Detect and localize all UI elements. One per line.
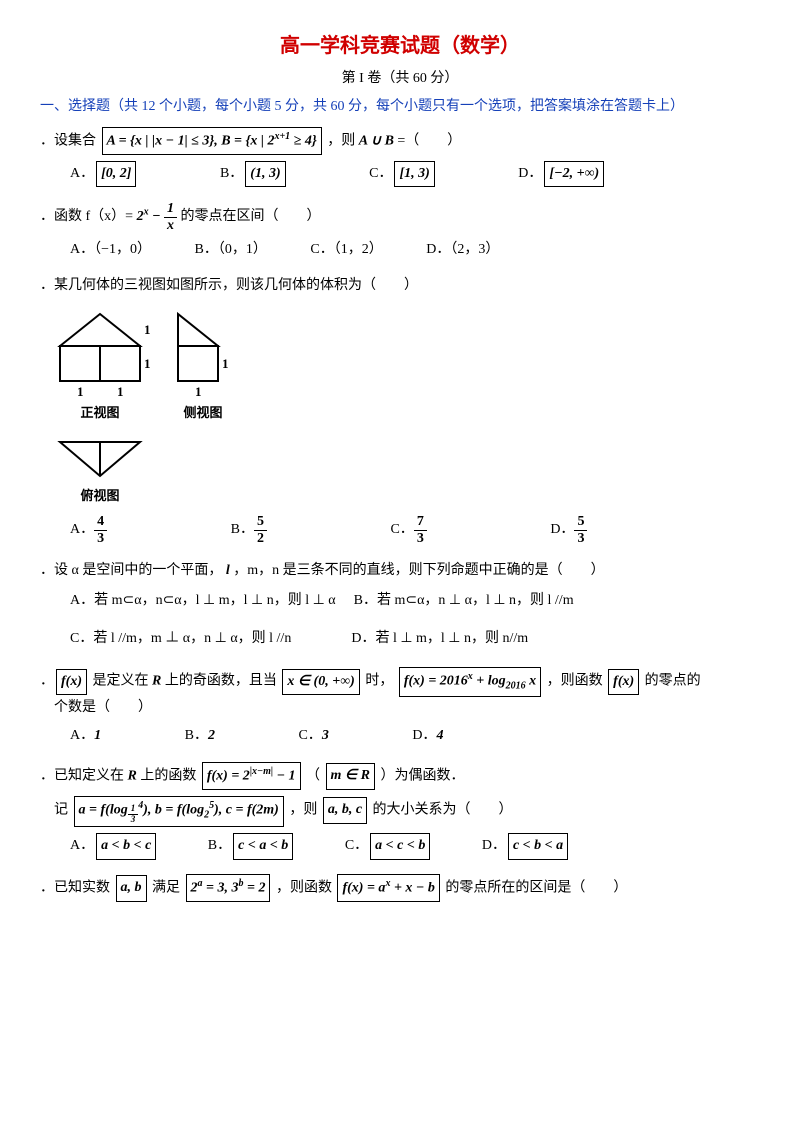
q2-post: 的零点在区间（ ） — [181, 209, 321, 224]
q6-options: A．a < b < c B．c < a < b C．a < c < b D．c … — [70, 833, 760, 859]
opt-c: C．a < c < b — [345, 833, 455, 859]
svg-text:1: 1 — [195, 384, 202, 399]
q1-options: A．[0, 2] B．(1, 3) C．[1, 3) D．[−2, +∞) — [70, 161, 760, 187]
q4-text2: ，m，n 是三条不同的直线，则下列命题中正确的是（ ） — [233, 563, 604, 578]
question-6b: 记 a = f(log134), b = f(log25), c = f(2m)… — [54, 796, 760, 828]
opt-d: D．（2，3） — [426, 239, 499, 261]
opt-d: D．53 — [550, 514, 667, 546]
opt-b: B．52 — [231, 514, 347, 546]
q1-union: A ∪ B — [359, 133, 394, 148]
opt-a: A．1 — [70, 725, 141, 747]
q4-text: ．设 α 是空间中的一个平面， — [40, 563, 222, 578]
q5-eq: f(x) = 2016x + log2016 x — [399, 667, 541, 696]
svg-text:1: 1 — [144, 356, 150, 371]
svg-text:1: 1 — [117, 384, 124, 399]
opt-b: B．（0，1） — [195, 239, 267, 261]
subtitle: 第 I 卷（共 60 分） — [40, 68, 760, 90]
q4-l: l — [226, 563, 230, 578]
top-view-label: 俯视图 — [50, 486, 150, 507]
opt-c: C．[1, 3) — [369, 161, 475, 187]
question-4: ．设 α 是空间中的一个平面， l ，m，n 是三条不同的直线，则下列命题中正确… — [40, 560, 760, 582]
q5-fx: f(x) — [56, 669, 87, 695]
svg-text:1: 1 — [144, 322, 150, 337]
opt-d: D．若 l ⊥ m，l ⊥ n，则 n//m — [351, 628, 528, 650]
q2-expr: 2x − 1x — [137, 209, 181, 224]
q2-pre: ．函数 f（x）= — [40, 209, 137, 224]
front-view-block: 1 1 1 1 正视图 — [50, 306, 150, 424]
page-title: 高一学科竞赛试题（数学） — [40, 30, 760, 62]
q1-pre: ．设集合 — [40, 133, 100, 148]
q7-fx: f(x) = ax + x − b — [337, 874, 439, 902]
opt-c: C．若 l //m，m ⊥ α，n ⊥ α，则 l //n — [70, 628, 291, 650]
opt-a: A．若 m⊂α，n⊂α，l ⊥ m，l ⊥ n，则 l ⊥ α — [70, 590, 336, 612]
side-view-block: 1 1 侧视图 — [168, 306, 238, 424]
q1-tail: =（ ） — [397, 133, 461, 148]
question-7: ．已知实数 a, b 满足 2a = 3, 3b = 2 ，则函数 f(x) =… — [40, 874, 760, 902]
opt-a: A．[0, 2] — [70, 161, 176, 187]
side-view-label: 侧视图 — [168, 403, 238, 424]
q3-options: A．43 B．52 C．73 D．53 — [70, 514, 760, 546]
q6-eq: f(x) = 2|x−m| − 1 — [202, 762, 301, 790]
question-5: ．f(x) 是定义在 R 上的奇函数，且当 x ∈ (0, +∞) 时， f(x… — [40, 667, 760, 719]
section-heading: 一、选择题（共 12 个小题，每个小题 5 分，共 60 分，每个小题只有一个选… — [40, 96, 760, 118]
q4-options: A．若 m⊂α，n⊂α，l ⊥ m，l ⊥ n，则 l ⊥ α B．若 m⊂α，… — [70, 587, 760, 654]
opt-b: B．(1, 3) — [220, 161, 326, 187]
opt-c: C．3 — [298, 725, 368, 747]
svg-text:1: 1 — [77, 384, 84, 399]
top-view-block: 俯视图 — [50, 434, 760, 507]
opt-b: B．2 — [185, 725, 255, 747]
q1-set-expr: A = {x | |x − 1| ≤ 3}, B = {x | 2x+1 ≥ 4… — [102, 127, 322, 155]
question-3: ．某几何体的三视图如图所示，则该几何体的体积为（ ） — [40, 275, 760, 297]
opt-b: B．c < a < b — [208, 833, 318, 859]
q5-options: A．1 B．2 C．3 D．4 — [70, 725, 760, 747]
q2-options: A．（−1，0） B．（0，1） C．（1，2） D．（2，3） — [70, 239, 760, 261]
question-1: ．设集合 A = {x | |x − 1| ≤ 3}, B = {x | 2x+… — [40, 127, 760, 155]
front-view-svg: 1 1 1 1 — [50, 306, 150, 401]
opt-b: B．若 m⊂α，n ⊥ α，l ⊥ n，则 l //m — [354, 590, 574, 612]
question-2: ．函数 f（x）= 2x − 1x 的零点在区间（ ） — [40, 201, 760, 233]
opt-d: D．4 — [412, 725, 483, 747]
top-view-svg — [50, 434, 150, 484]
three-view-diagram: 1 1 1 1 正视图 1 1 侧视图 俯视图 — [50, 306, 760, 507]
opt-c: C．（1，2） — [310, 239, 382, 261]
svg-text:1: 1 — [222, 356, 229, 371]
front-view-label: 正视图 — [50, 403, 150, 424]
side-view-svg: 1 1 — [168, 306, 238, 401]
question-6: ．已知定义在 R 上的函数 f(x) = 2|x−m| − 1 （ m ∈ R … — [40, 762, 760, 790]
q3-text: ．某几何体的三视图如图所示，则该几何体的体积为（ ） — [40, 278, 418, 293]
opt-a: A．43 — [70, 514, 187, 546]
opt-c: C．73 — [390, 514, 506, 546]
q6-abc-eq: a = f(log134), b = f(log25), c = f(2m) — [74, 796, 284, 828]
opt-d: D．c < b < a — [482, 833, 592, 859]
opt-a: A．（−1，0） — [70, 239, 151, 261]
q7-cond: 2a = 3, 3b = 2 — [186, 874, 271, 902]
q1-post: ，则 — [327, 133, 359, 148]
opt-d: D．[−2, +∞) — [518, 161, 644, 187]
opt-a: A．a < b < c — [70, 833, 180, 859]
